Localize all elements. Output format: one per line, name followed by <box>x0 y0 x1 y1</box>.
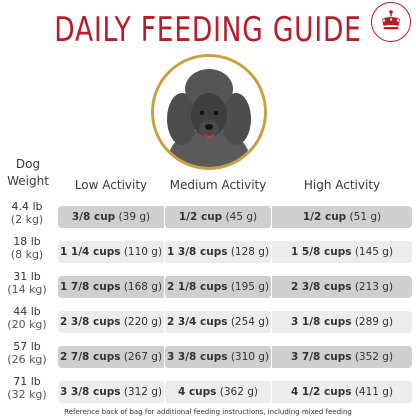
grams-amount: (51 g) <box>349 211 382 223</box>
low-activity-cell: 2 3/8 cups (220 g) <box>58 311 164 333</box>
grams-amount: (195 g) <box>230 281 270 293</box>
dog-weight: 44 lb (20 kg) <box>0 305 54 331</box>
weight-lb: 31 lb <box>13 270 41 283</box>
dog-weight: 31 lb (14 kg) <box>0 270 54 296</box>
cups-amount: 3 1/8 cups <box>290 316 352 328</box>
dog-weight: 4.4 lb (2 kg) <box>0 200 54 226</box>
dog-weight: 71 lb (32 kg) <box>0 375 54 401</box>
grams-amount: (312 g) <box>123 386 163 398</box>
low-activity-cell: 1 7/8 cups (168 g) <box>58 276 164 298</box>
cups-amount: 4 1/2 cups <box>290 386 352 398</box>
table-row: 4.4 lb (2 kg) 3/8 cup (39 g) 1/2 cup (45 g)… <box>0 200 416 234</box>
weight-kg: (14 kg) <box>7 283 47 296</box>
grams-amount: (411 g) <box>354 386 394 398</box>
cups-amount: 1/2 cup <box>302 211 347 223</box>
footnote: Reference back of bag for additional fee… <box>64 408 352 416</box>
table-row: 18 lb (8 kg) 1 1/4 cups (110 g) 1 3/8 cups … <box>0 235 416 269</box>
cups-amount: 2 3/8 cups <box>59 316 121 328</box>
grams-amount: (110 g) <box>123 246 163 258</box>
cups-amount: 2 3/8 cups <box>290 281 352 293</box>
cups-amount: 1 1/4 cups <box>59 246 121 258</box>
medium-activity-cell: 2 1/8 cups (195 g) <box>165 276 271 298</box>
weight-lb: 44 lb <box>13 305 41 318</box>
grams-amount: (168 g) <box>123 281 163 293</box>
medium-activity-cell: 2 3/4 cups (254 g) <box>165 311 271 333</box>
weight-kg: (26 kg) <box>7 353 47 366</box>
cups-amount: 2 3/4 cups <box>166 316 228 328</box>
grams-amount: (267 g) <box>123 351 163 363</box>
grams-amount: (145 g) <box>354 246 394 258</box>
cups-amount: 3 3/8 cups <box>166 351 228 363</box>
table-row: 31 lb (14 kg) 1 7/8 cups (168 g) 2 1/8 cups… <box>0 270 416 304</box>
weight-lb: 71 lb <box>13 375 41 388</box>
high-activity-cell: 1/2 cup (51 g) <box>272 206 412 228</box>
table-row: 71 lb (32 kg) 3 3/8 cups (312 g) 4 cups (36… <box>0 375 416 409</box>
weight-kg: (32 kg) <box>7 388 47 401</box>
high-activity-cell: 2 3/8 cups (213 g) <box>272 276 412 298</box>
cups-amount: 2 7/8 cups <box>59 351 121 363</box>
weight-lb: 18 lb <box>13 235 41 248</box>
cups-amount: 3 3/8 cups <box>59 386 121 398</box>
grams-amount: (213 g) <box>354 281 394 293</box>
low-activity-cell: 3/8 cup (39 g) <box>58 206 164 228</box>
low-activity-cell: 1 1/4 cups (110 g) <box>58 241 164 263</box>
poodle-photo <box>151 54 267 170</box>
low-activity-cell: 3 3/8 cups (312 g) <box>58 381 164 403</box>
crown-icon <box>371 2 411 42</box>
cups-amount: 2 1/8 cups <box>166 281 228 293</box>
low-activity-header: Low Activity <box>74 178 148 192</box>
high-activity-cell: 3 7/8 cups (352 g) <box>272 346 412 368</box>
grams-amount: (352 g) <box>354 351 394 363</box>
grams-amount: (362 g) <box>219 386 259 398</box>
grams-amount: (254 g) <box>230 316 270 328</box>
dog-weight-header: Dog Weight <box>7 157 49 188</box>
table-row: 57 lb (26 kg) 2 7/8 cups (267 g) 3 3/8 cups… <box>0 340 416 374</box>
medium-activity-cell: 1 3/8 cups (128 g) <box>165 241 271 263</box>
weight-kg: (20 kg) <box>7 318 47 331</box>
grams-amount: (310 g) <box>230 351 270 363</box>
medium-activity-cell: 1/2 cup (45 g) <box>165 206 271 228</box>
cups-amount: 1 3/8 cups <box>166 246 228 258</box>
medium-activity-cell: 4 cups (362 g) <box>165 381 271 403</box>
weight-kg: (2 kg) <box>10 213 44 226</box>
high-activity-cell: 1 5/8 cups (145 g) <box>272 241 412 263</box>
high-activity-header: High Activity <box>303 178 381 192</box>
grams-amount: (220 g) <box>123 316 163 328</box>
low-activity-cell: 2 7/8 cups (267 g) <box>58 346 164 368</box>
weight-kg: (8 kg) <box>10 248 44 261</box>
grams-amount: (128 g) <box>230 246 270 258</box>
dog-weight: 18 lb (8 kg) <box>0 235 54 261</box>
cups-amount: 1 7/8 cups <box>59 281 121 293</box>
medium-activity-header: Medium Activity <box>169 178 267 192</box>
high-activity-cell: 3 1/8 cups (289 g) <box>272 311 412 333</box>
cups-amount: 4 cups <box>177 386 217 398</box>
weight-lb: 57 lb <box>13 340 41 353</box>
weight-lb: 4.4 lb <box>11 200 43 213</box>
table-header: Dog Weight Low Activity Medium Activity … <box>0 156 416 206</box>
grams-amount: (289 g) <box>354 316 394 328</box>
medium-activity-cell: 3 3/8 cups (310 g) <box>165 346 271 368</box>
cups-amount: 1/2 cup <box>178 211 223 223</box>
dog-weight: 57 lb (26 kg) <box>0 340 54 366</box>
grams-amount: (39 g) <box>118 211 151 223</box>
high-activity-cell: 4 1/2 cups (411 g) <box>272 381 412 403</box>
cups-amount: 3/8 cup <box>71 211 116 223</box>
cups-amount: 1 5/8 cups <box>290 246 352 258</box>
table-row: 44 lb (20 kg) 2 3/8 cups (220 g) 2 3/4 cups… <box>0 305 416 339</box>
page-title: DAILY FEEDING GUIDE <box>54 10 362 50</box>
cups-amount: 3 7/8 cups <box>290 351 352 363</box>
grams-amount: (45 g) <box>225 211 258 223</box>
